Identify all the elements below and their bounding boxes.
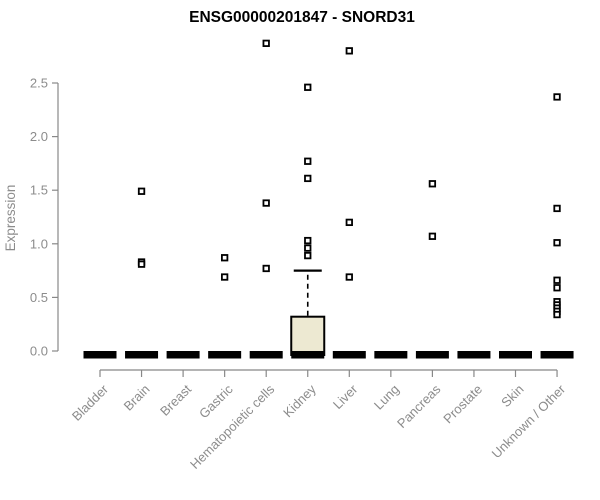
outlier-point — [553, 310, 561, 319]
median-bar — [249, 351, 283, 359]
x-axis-label: Prostate — [440, 382, 485, 427]
x-axis-label: Skin — [498, 382, 526, 410]
median-bar — [332, 351, 366, 359]
outlier-point — [262, 39, 270, 47]
axes-layer: 0.0 0.5 1.0 1.5 2.0 2.5 Bladder Brain Breast Gast… — [30, 76, 569, 472]
y-tick-label: 1.5 — [30, 183, 48, 198]
outlier-point — [428, 180, 437, 188]
outlier-point — [304, 251, 312, 260]
chart-title: ENSG00000201847 - SNORD31 — [189, 9, 415, 26]
y-tick-label: 0.0 — [30, 344, 48, 359]
x-axis-label: Gastric — [196, 381, 236, 421]
median-bar — [415, 351, 449, 359]
x-axis-label: Liver — [330, 381, 361, 412]
x-axis-label: Lung — [371, 382, 402, 413]
x-axis-label: Kidney — [280, 381, 319, 420]
outlier-point — [304, 157, 312, 165]
outlier-point — [553, 239, 561, 247]
outlier-point — [428, 232, 437, 240]
outlier-point — [262, 199, 270, 207]
outlier-point — [553, 284, 561, 292]
median-bar — [374, 351, 408, 359]
outlier-point — [137, 187, 146, 195]
outlier-point — [220, 254, 229, 262]
outlier-point — [220, 273, 229, 281]
x-axis-label: Bladder — [69, 381, 112, 424]
x-axis-label: Pancreas — [394, 381, 444, 431]
y-tick-label: 0.5 — [30, 290, 48, 305]
outlier-point — [553, 93, 561, 101]
median-bar — [83, 351, 117, 359]
outlier-point — [345, 218, 353, 227]
outlier-point — [304, 174, 312, 183]
y-tick-label: 2.5 — [30, 76, 48, 91]
outlier-point — [553, 276, 561, 284]
outlier-point — [137, 260, 146, 268]
outlier-point — [345, 273, 353, 281]
median-bar — [166, 351, 200, 359]
x-axis-label: Unknown / Other — [489, 381, 569, 461]
median-bar — [125, 351, 159, 359]
box — [290, 315, 326, 357]
x-axis-label: Breast — [157, 381, 194, 418]
median-bar — [291, 351, 325, 359]
outlier-point — [304, 83, 312, 91]
outlier-point — [345, 47, 353, 55]
median-bar — [457, 351, 491, 359]
y-tick-label: 2.0 — [30, 129, 48, 144]
median-bar — [499, 351, 532, 359]
median-bar — [540, 351, 574, 359]
y-tick-label: 1.0 — [30, 236, 48, 251]
data-layer — [83, 39, 574, 359]
median-bar — [208, 351, 242, 359]
outlier-point — [304, 244, 312, 252]
x-axis-label: Brain — [121, 382, 153, 414]
outlier-point — [553, 204, 561, 213]
outlier-point — [304, 236, 312, 245]
outlier-point — [262, 264, 270, 273]
y-axis-title: Expression — [3, 185, 18, 252]
